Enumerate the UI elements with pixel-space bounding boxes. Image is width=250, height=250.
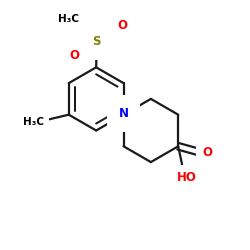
Text: N: N bbox=[118, 107, 128, 120]
Text: O: O bbox=[69, 49, 79, 62]
Text: O: O bbox=[117, 19, 127, 32]
Text: S: S bbox=[92, 35, 101, 48]
Text: HO: HO bbox=[176, 171, 197, 184]
Text: H₃C: H₃C bbox=[23, 116, 44, 126]
Text: O: O bbox=[202, 146, 212, 159]
Text: H₃C: H₃C bbox=[58, 14, 79, 24]
